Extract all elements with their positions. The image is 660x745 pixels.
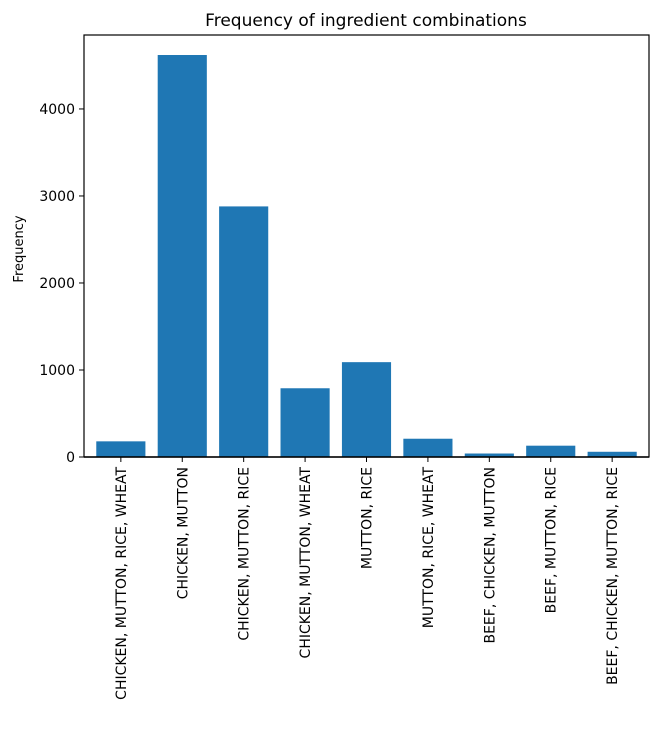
x-tick-label: BEEF, CHICKEN, MUTTON <box>482 467 498 644</box>
y-tick-label: 1000 <box>39 363 75 379</box>
bar-7 <box>464 453 514 457</box>
chart-title: Frequency of ingredient combinations <box>205 11 527 31</box>
bar-8 <box>526 445 576 457</box>
y-tick-label: 3000 <box>39 189 75 205</box>
x-tick-label: CHICKEN, MUTTON, RICE, WHEAT <box>114 467 130 700</box>
bar-9 <box>587 451 637 457</box>
x-axis-ticks: CHICKEN, MUTTON, RICE, WHEAT CHICKEN, MUT… <box>114 457 621 700</box>
y-tick-label: 4000 <box>39 102 75 118</box>
bar-2 <box>157 55 207 457</box>
y-axis-label: Frequency <box>12 215 27 282</box>
bar-1 <box>96 441 146 457</box>
y-axis-ticks: 0 1000 2000 3000 4000 <box>39 102 84 466</box>
bar-6 <box>403 438 453 457</box>
x-tick-label: MUTTON, RICE <box>360 467 376 569</box>
x-tick-label: BEEF, MUTTON, RICE <box>544 467 560 613</box>
y-tick-label: 2000 <box>39 276 75 292</box>
x-tick-label: BEEF, CHICKEN, MUTTON, RICE <box>605 467 621 685</box>
bar-5 <box>341 362 392 457</box>
x-tick-label: CHICKEN, MUTTON <box>175 467 191 599</box>
x-tick-label: CHICKEN, MUTTON, WHEAT <box>298 467 314 659</box>
bar-4 <box>280 388 330 457</box>
x-tick-label: MUTTON, RICE, WHEAT <box>421 467 437 629</box>
bars-layer <box>96 55 637 457</box>
y-tick-label: 0 <box>66 450 75 466</box>
bar-3 <box>219 206 269 457</box>
x-tick-label: CHICKEN, MUTTON, RICE <box>237 467 253 641</box>
